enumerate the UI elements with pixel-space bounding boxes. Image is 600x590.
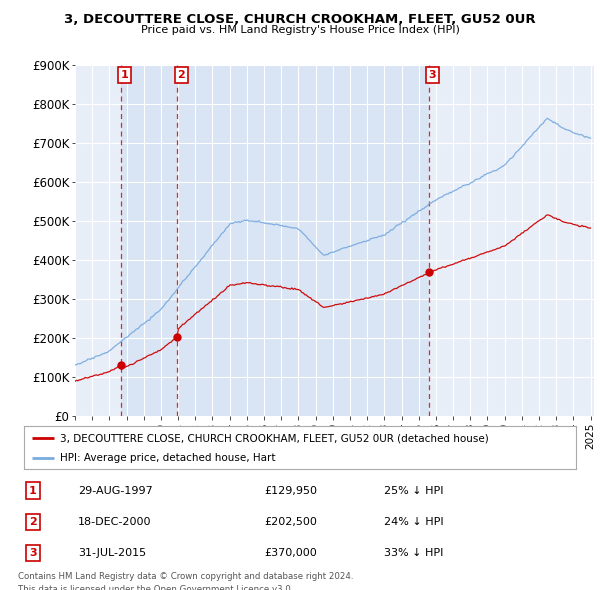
- Bar: [121, 65, 178, 416]
- Text: 1: 1: [29, 486, 37, 496]
- Text: £370,000: £370,000: [264, 548, 317, 558]
- Text: 25% ↓ HPI: 25% ↓ HPI: [384, 486, 443, 496]
- Text: £129,950: £129,950: [264, 486, 317, 496]
- Text: 3: 3: [428, 70, 436, 80]
- Text: 24% ↓ HPI: 24% ↓ HPI: [384, 517, 443, 527]
- Text: 31-JUL-2015: 31-JUL-2015: [78, 548, 146, 558]
- Text: HPI: Average price, detached house, Hart: HPI: Average price, detached house, Hart: [60, 453, 275, 463]
- Text: This data is licensed under the Open Government Licence v3.0.: This data is licensed under the Open Gov…: [18, 585, 293, 590]
- Text: £202,500: £202,500: [264, 517, 317, 527]
- Text: 29-AUG-1997: 29-AUG-1997: [78, 486, 153, 496]
- Text: 1: 1: [121, 70, 128, 80]
- Text: Price paid vs. HM Land Registry's House Price Index (HPI): Price paid vs. HM Land Registry's House …: [140, 25, 460, 35]
- Text: 2: 2: [29, 517, 37, 527]
- Text: 33% ↓ HPI: 33% ↓ HPI: [384, 548, 443, 558]
- Text: 3, DECOUTTERE CLOSE, CHURCH CROOKHAM, FLEET, GU52 0UR: 3, DECOUTTERE CLOSE, CHURCH CROOKHAM, FL…: [64, 13, 536, 26]
- Text: 2: 2: [178, 70, 185, 80]
- Text: 18-DEC-2000: 18-DEC-2000: [78, 517, 151, 527]
- Text: 3, DECOUTTERE CLOSE, CHURCH CROOKHAM, FLEET, GU52 0UR (detached house): 3, DECOUTTERE CLOSE, CHURCH CROOKHAM, FL…: [60, 433, 488, 443]
- Bar: [178, 65, 428, 416]
- Text: 3: 3: [29, 548, 37, 558]
- Text: Contains HM Land Registry data © Crown copyright and database right 2024.: Contains HM Land Registry data © Crown c…: [18, 572, 353, 581]
